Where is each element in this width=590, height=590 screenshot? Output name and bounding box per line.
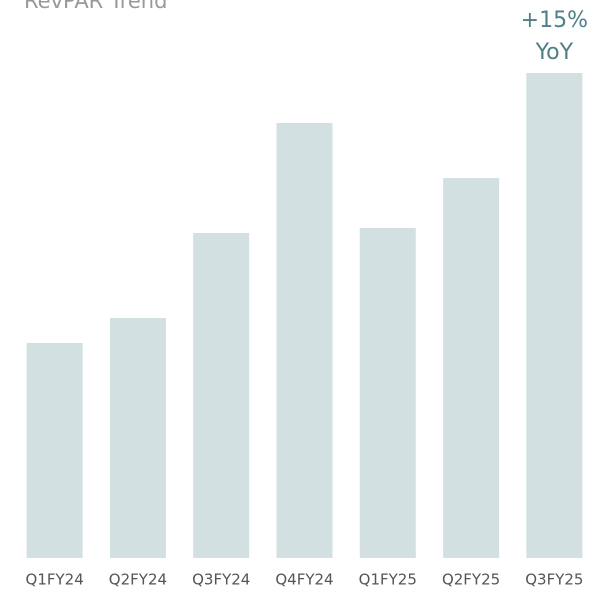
x-tick-label: Q2FY25 bbox=[442, 571, 500, 589]
x-tick-label: Q1FY25 bbox=[359, 571, 417, 589]
bar bbox=[276, 123, 333, 558]
x-tick-label: Q2FY24 bbox=[109, 571, 167, 589]
bar bbox=[526, 73, 583, 558]
x-tick-label: Q1FY24 bbox=[26, 571, 84, 589]
bar bbox=[26, 343, 83, 558]
x-tick-label: Q3FY25 bbox=[525, 571, 583, 589]
x-tick-label: Q4FY24 bbox=[275, 571, 333, 589]
bar bbox=[109, 318, 166, 558]
chart-title: RevPAR Trend bbox=[24, 0, 167, 13]
annotation: +15% bbox=[521, 8, 588, 33]
bar bbox=[193, 233, 250, 558]
bar bbox=[443, 178, 500, 558]
annotation: YoY bbox=[535, 40, 574, 65]
bar bbox=[359, 228, 416, 558]
x-tick-label: Q3FY24 bbox=[192, 571, 250, 589]
